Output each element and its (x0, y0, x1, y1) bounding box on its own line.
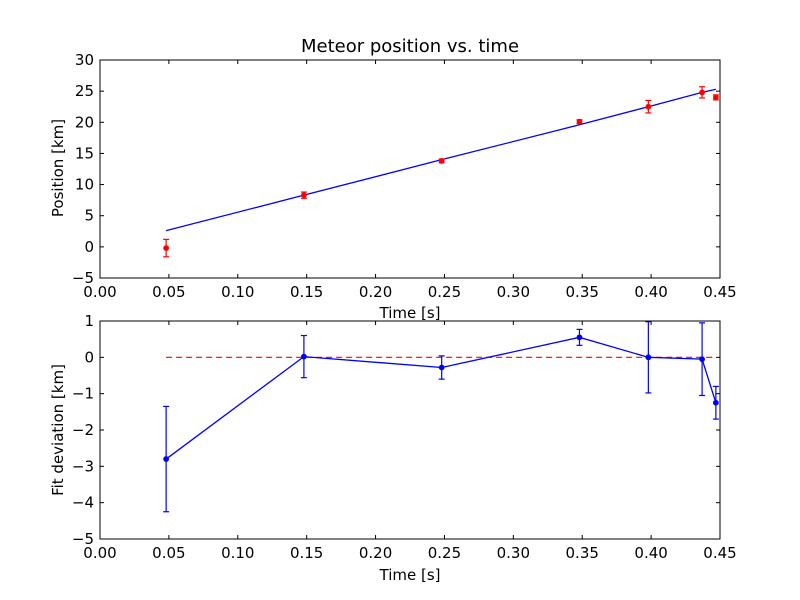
x-tick-label: 0.15 (290, 283, 323, 301)
position-chart: Meteor position vs. time Time [s] Positi… (49, 36, 737, 322)
y-tick-label: 25 (75, 82, 94, 100)
y-tick-label: −1 (72, 385, 94, 403)
y-tick-label: 10 (75, 176, 94, 194)
y-tick-label: 0 (84, 348, 94, 366)
data-point (576, 334, 583, 341)
y-tick-label: 1 (84, 312, 94, 330)
data-point (645, 354, 652, 361)
x-tick-label: 0.40 (634, 544, 667, 562)
x-axis-title: Time [s] (379, 304, 441, 322)
x-tick-label: 0.20 (359, 544, 392, 562)
y-tick-label: 20 (75, 113, 94, 131)
y-tick-label: 30 (75, 51, 94, 69)
chart-title: Meteor position vs. time (301, 36, 519, 57)
data-point (712, 399, 719, 406)
x-tick-label: 0.00 (83, 283, 116, 301)
x-tick-label: 0.25 (428, 544, 461, 562)
x-tick-label: 0.05 (152, 283, 185, 301)
data-point (438, 158, 445, 164)
deviation-chart: Time [s] Fit deviation [km] 0.00 0.05 0.10… (49, 312, 737, 584)
x-tick-label: 0.25 (428, 283, 461, 301)
y-tick-label: −2 (72, 421, 94, 439)
y-tick-label: 15 (75, 144, 94, 162)
data-layer (163, 86, 719, 258)
plot-area: 0.00 0.05 0.10 0.15 0.20 0.25 0.30 0.35 0.40 0.45… (72, 312, 737, 562)
x-tick-label: 0.10 (221, 283, 254, 301)
y-tick-label: −5 (72, 530, 94, 548)
data-point (301, 353, 307, 360)
data-point (163, 456, 170, 462)
x-tick-label: 0.35 (566, 544, 599, 562)
data-point (712, 94, 719, 101)
data-point (438, 364, 445, 371)
x-tick-label: 0.45 (703, 544, 736, 562)
y-axis-title: Position [km] (49, 119, 67, 217)
data-layer (163, 321, 719, 513)
x-tick-label: 0.30 (497, 283, 530, 301)
x-tick-label: 0.45 (703, 283, 736, 301)
x-tick-label: 0.40 (634, 283, 667, 301)
x-axis-title: Time [s] (379, 566, 441, 584)
y-tick-label: 5 (84, 207, 94, 225)
y-tick-label: −5 (72, 269, 94, 287)
y-axis-title: Fit deviation [km] (49, 364, 67, 496)
data-point (576, 118, 583, 125)
data-point (163, 245, 170, 252)
data-point (301, 192, 307, 199)
x-tick-label: 0.15 (290, 544, 323, 562)
data-point (699, 356, 705, 363)
x-tick-label: 0.00 (83, 544, 116, 562)
x-tick-label: 0.05 (152, 544, 185, 562)
y-tick-label: −4 (72, 494, 94, 512)
data-point (645, 103, 652, 110)
y-tick-label: −3 (72, 457, 94, 475)
x-tick-label: 0.30 (497, 544, 530, 562)
data-point (699, 89, 705, 96)
plot-area: 0.00 0.05 0.10 0.15 0.20 0.25 0.30 0.35 0.40 0.45… (72, 51, 737, 301)
x-tick-label: 0.20 (359, 283, 392, 301)
plot-frame (99, 59, 721, 279)
x-tick-label: 0.35 (566, 283, 599, 301)
y-tick-label: 0 (84, 238, 94, 256)
x-tick-label: 0.10 (221, 544, 254, 562)
